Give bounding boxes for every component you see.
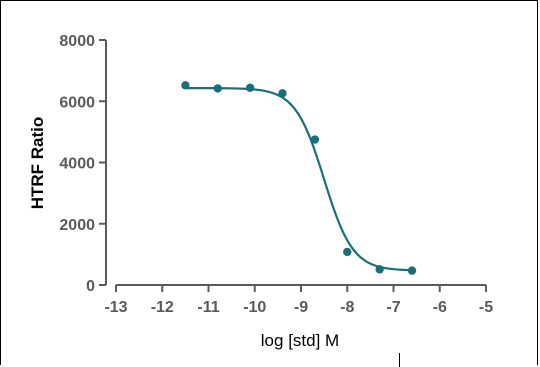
x-tick-label: -7 <box>386 299 400 316</box>
y-tick-label: 0 <box>86 278 95 295</box>
y-tick-label: 2000 <box>59 217 95 234</box>
axes <box>105 40 486 286</box>
data-point <box>375 265 384 274</box>
data-point <box>213 84 222 93</box>
x-axis-title: log [std] M <box>261 331 339 350</box>
x-tick-label: -12 <box>151 299 174 316</box>
data-point <box>245 83 255 92</box>
data-point <box>310 135 320 144</box>
data-point <box>278 89 287 98</box>
y-tick-label: 4000 <box>59 156 95 173</box>
x-tick-label: -8 <box>340 299 354 316</box>
ticks: -13 -12 -11 -10 -9 -8 -7 -6 -5 0 2000 4000 6000 8000 <box>59 33 493 316</box>
data-point <box>343 247 352 257</box>
x-tick-label: -9 <box>294 299 308 316</box>
y-tick-label: 8000 <box>59 33 95 50</box>
y-axis-title: HTRF Ratio <box>28 117 47 210</box>
data-point <box>181 81 190 90</box>
fit-curve <box>185 86 413 272</box>
x-tick-label: -6 <box>433 299 447 316</box>
data-point <box>407 266 417 275</box>
x-tick-label: -10 <box>243 299 266 316</box>
frame-edge <box>399 353 400 367</box>
y-tick-label: 6000 <box>59 94 95 111</box>
x-tick-label: -5 <box>479 299 493 316</box>
x-tick-label: -11 <box>197 299 219 316</box>
x-tick-label: -13 <box>104 299 127 316</box>
data-points <box>181 81 417 275</box>
